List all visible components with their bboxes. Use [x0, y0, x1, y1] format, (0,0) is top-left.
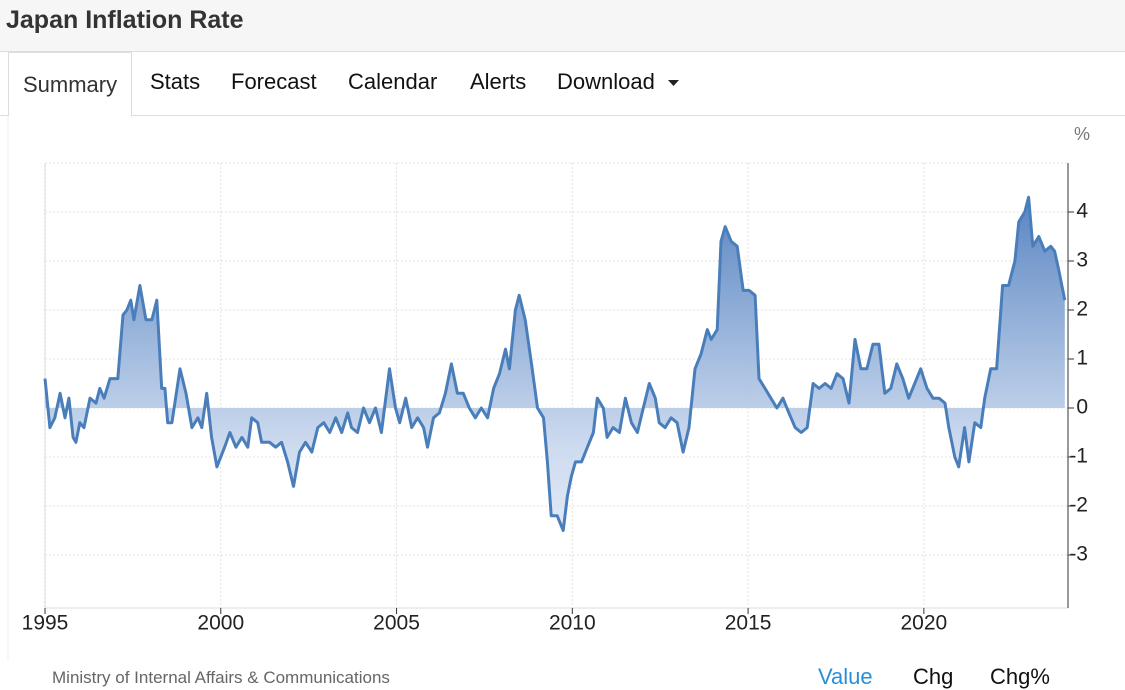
dropdown-caret [668, 80, 679, 86]
x-tick-label: 2015 [725, 612, 772, 635]
tab[interactable]: Alerts [470, 69, 527, 94]
page-title: Japan Inflation Rate [6, 6, 244, 34]
x-tick-label: 2005 [373, 612, 420, 635]
y-tick-label: -2 [1069, 494, 1088, 517]
unit-label: % [1074, 124, 1090, 144]
y-tick-label: -1 [1069, 445, 1088, 468]
line [43, 195, 1067, 532]
source: Ministry of Internal Affairs & Communica… [52, 668, 390, 687]
tab[interactable]: Download [557, 69, 655, 94]
chart: % -3 -2 -1 0 1 2 3 4 1995 2000 2005 2010 2015 2020 [7, 116, 1090, 661]
tab[interactable]: Forecast [231, 69, 317, 94]
y-tick-label: 1 [1076, 347, 1088, 370]
y-tick-label: 0 [1076, 396, 1088, 419]
x-tick-label: 2000 [197, 612, 244, 635]
tab[interactable]: Stats [150, 69, 201, 94]
tab-bar: Summary Stats Forecast Calendar Alerts D… [0, 52, 1125, 117]
y-tick-label: 3 [1076, 249, 1088, 272]
tab[interactable]: Summary [8, 52, 133, 117]
y-tick-label: 4 [1076, 200, 1088, 223]
x-tick-label: 2010 [549, 612, 596, 635]
x-tick-label: 2020 [901, 612, 948, 635]
tab[interactable]: Calendar [348, 69, 438, 94]
y-tick-label: -3 [1069, 543, 1088, 566]
x-tick-label: 1995 [22, 612, 69, 635]
toggle[interactable]: Chg% [990, 664, 1050, 689]
title-bar: Japan Inflation Rate [0, 0, 1125, 52]
area [45, 197, 1065, 531]
toggle[interactable]: Chg [913, 664, 954, 689]
y-tick-label: 2 [1076, 298, 1088, 321]
toggle[interactable]: Value [818, 664, 873, 689]
